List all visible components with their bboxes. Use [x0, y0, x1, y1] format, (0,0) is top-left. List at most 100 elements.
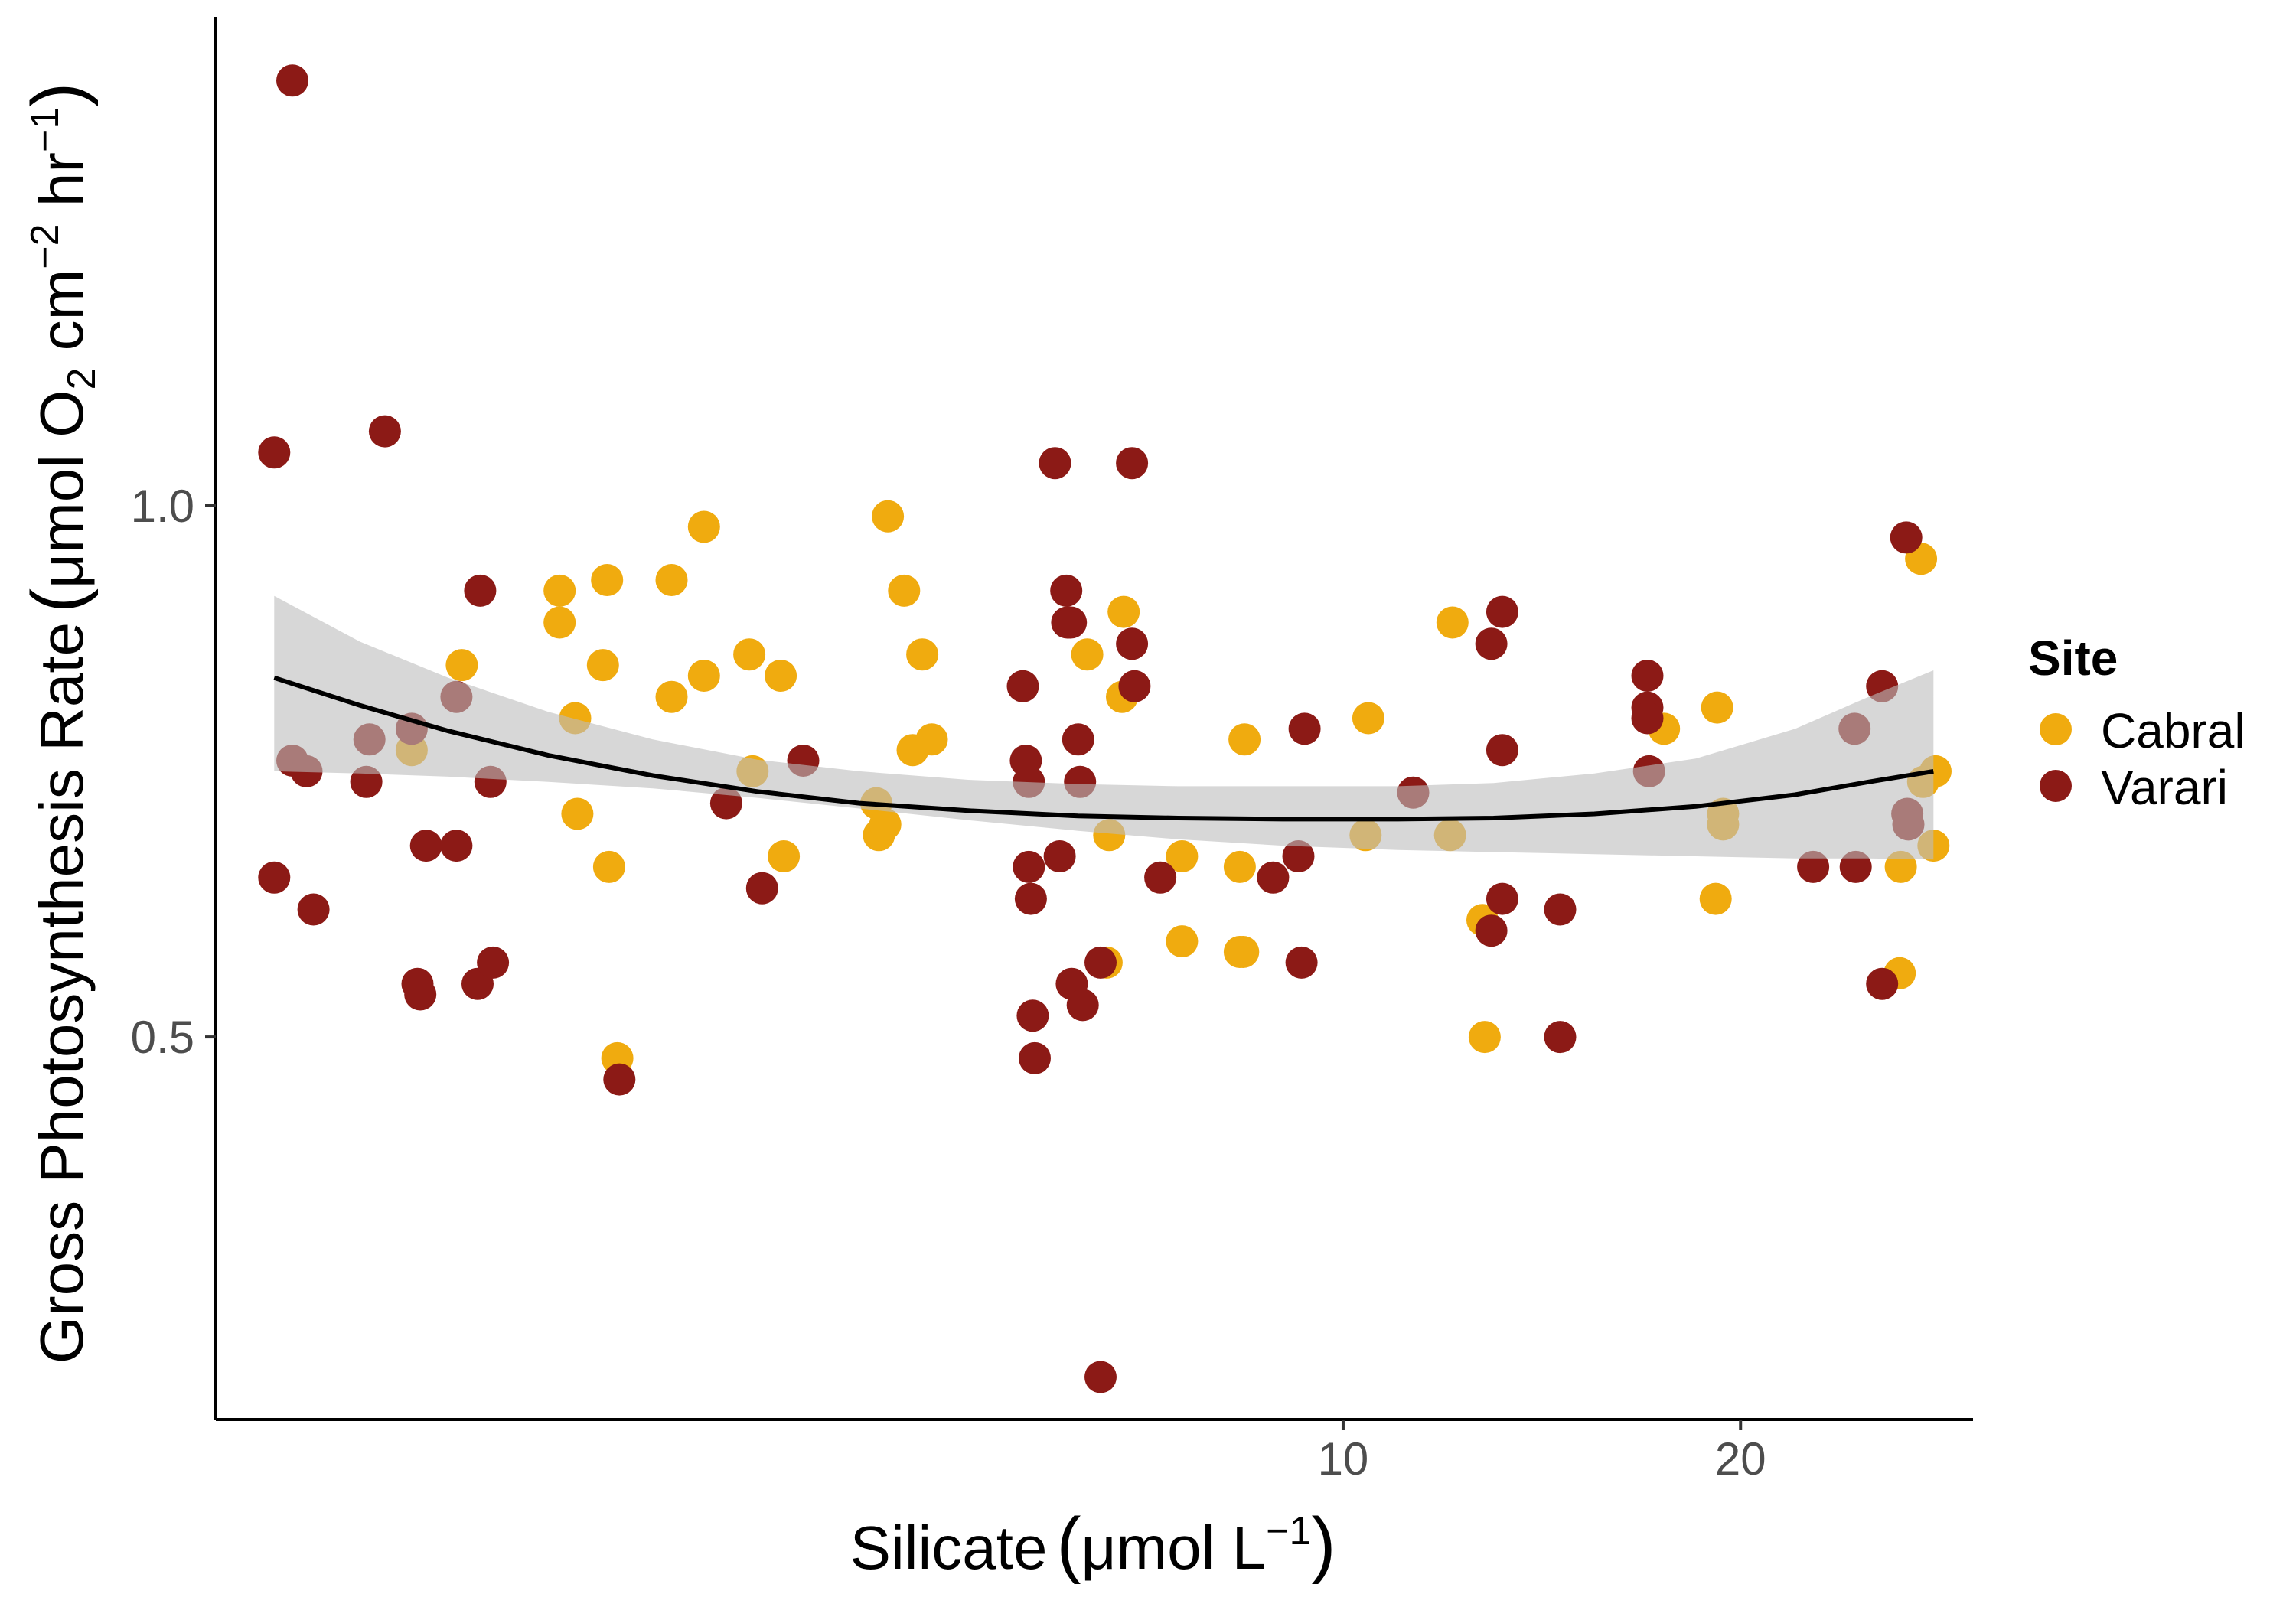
y-axis-unit-part3: hr: [28, 152, 96, 223]
data-point-cabral: [915, 723, 948, 756]
axis-ticks: 10 20 0.5 1.0: [131, 481, 1766, 1485]
data-point-cabral: [1166, 840, 1199, 872]
data-point-varari: [1631, 702, 1664, 735]
plot-panel: [258, 64, 1952, 1393]
y-axis-unit-part1: μmol O: [28, 390, 96, 588]
data-point-varari: [1486, 734, 1518, 767]
data-point-varari: [1288, 712, 1321, 745]
data-point-cabral: [1166, 925, 1199, 958]
data-point-varari: [404, 978, 437, 1011]
data-point-varari: [464, 574, 497, 607]
data-point-cabral: [869, 808, 902, 841]
data-point-varari: [603, 1063, 636, 1096]
data-point-varari: [1257, 861, 1290, 894]
data-point-varari: [1890, 521, 1923, 554]
y-axis-unit-exp1: −2: [23, 223, 67, 269]
data-point-cabral: [888, 574, 921, 607]
data-point-varari: [1144, 861, 1177, 894]
legend-label-varari: Varari: [2101, 760, 2228, 815]
data-point-cabral: [687, 660, 720, 692]
data-point-varari: [1055, 606, 1088, 639]
data-point-varari: [477, 946, 510, 979]
y-axis-unit-exp2: −1: [23, 107, 67, 152]
data-point-cabral: [586, 649, 619, 682]
data-point-varari: [1486, 595, 1518, 628]
data-point-varari: [1285, 946, 1318, 979]
data-point-cabral: [543, 574, 576, 607]
data-point-varari: [745, 872, 778, 905]
data-point-varari: [1839, 850, 1872, 883]
x-axis-title-text: Silicate: [850, 1514, 1048, 1582]
data-point-varari: [1631, 660, 1664, 692]
data-point-varari: [1116, 627, 1149, 660]
data-point-cabral: [1699, 882, 1732, 915]
data-point-cabral: [765, 660, 797, 692]
y-axis-unit-sub: 2: [60, 368, 104, 390]
y-axis-title: Gross Photosynthesis Rate(μmol O2 cm−2 h…: [17, 83, 104, 1364]
data-point-varari: [1116, 447, 1149, 480]
data-point-cabral: [445, 649, 478, 682]
data-point-varari: [409, 830, 442, 862]
data-point-varari: [1084, 946, 1117, 979]
data-point-cabral: [655, 680, 688, 713]
data-point-cabral: [591, 564, 624, 596]
data-point-cabral: [592, 850, 625, 883]
data-point-varari: [1043, 840, 1076, 872]
data-point-cabral: [687, 510, 720, 543]
data-point-cabral: [768, 840, 801, 872]
data-point-varari: [1066, 989, 1099, 1022]
data-point-cabral: [1223, 850, 1256, 883]
legend-key-cabral: [2040, 713, 2072, 745]
data-point-cabral: [733, 638, 766, 671]
data-point-varari: [258, 436, 291, 469]
y-tick-label: 0.5: [131, 1012, 194, 1063]
data-point-varari: [1475, 627, 1508, 660]
data-point-varari: [1118, 670, 1151, 702]
data-point-varari: [1062, 723, 1094, 756]
data-point-cabral: [655, 564, 688, 596]
x-axis-title: Silicate (μmol L−1): [850, 1503, 1336, 1585]
data-point-varari: [297, 893, 330, 926]
x-axis-unit: μmol L: [1081, 1514, 1266, 1582]
data-point-cabral: [1228, 723, 1261, 756]
data-point-cabral: [543, 606, 576, 639]
data-point-varari: [258, 861, 291, 894]
data-point-varari: [1544, 1021, 1577, 1054]
data-point-varari: [1006, 670, 1039, 702]
data-point-cabral: [1071, 638, 1104, 671]
data-point-varari: [1050, 574, 1083, 607]
data-point-varari: [1282, 840, 1315, 872]
y-axis-title-text: Gross Photosynthesis Rate: [28, 622, 96, 1364]
data-point-varari: [1019, 1041, 1051, 1074]
data-point-varari: [1039, 447, 1071, 480]
data-point-cabral: [872, 500, 905, 533]
y-axis-unit-part2: cm: [28, 269, 96, 368]
data-point-cabral: [1227, 936, 1260, 968]
data-point-varari: [276, 64, 308, 97]
confidence-ribbon: [274, 595, 1934, 860]
data-point-cabral: [1352, 702, 1384, 735]
data-point-cabral: [1436, 606, 1469, 639]
data-point-varari: [1797, 850, 1830, 883]
legend: Site Cabral Varari: [2028, 631, 2245, 815]
data-point-cabral: [1468, 1021, 1501, 1054]
x-tick-label: 20: [1715, 1433, 1766, 1485]
data-point-varari: [1014, 882, 1047, 915]
legend-key-varari: [2040, 770, 2072, 802]
data-point-varari: [1084, 1361, 1117, 1393]
data-point-varari: [1013, 850, 1045, 883]
x-axis-unit-exp: −1: [1266, 1509, 1311, 1553]
data-point-varari: [1544, 893, 1577, 926]
data-point-varari: [1016, 999, 1049, 1032]
data-point-cabral: [561, 797, 594, 830]
y-tick-label: 1.0: [131, 481, 194, 532]
data-point-cabral: [906, 638, 939, 671]
x-tick-label: 10: [1318, 1433, 1369, 1485]
legend-title: Site: [2028, 631, 2118, 686]
legend-label-cabral: Cabral: [2101, 703, 2245, 758]
data-point-varari: [368, 415, 401, 448]
data-point-varari: [1486, 882, 1518, 915]
data-point-cabral: [1701, 691, 1733, 724]
data-point-varari: [1866, 967, 1899, 1000]
